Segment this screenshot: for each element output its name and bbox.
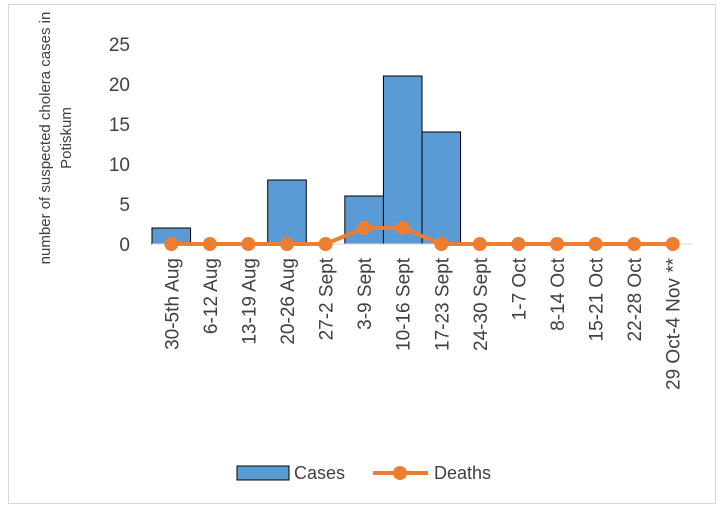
bar-cases-6 xyxy=(382,75,423,245)
y-tick-label: 20 xyxy=(109,75,130,96)
legend-deaths-marker xyxy=(393,466,407,480)
x-tick-label: 8-14 Oct xyxy=(548,257,569,331)
x-tick-label: 13-19 Aug xyxy=(239,258,260,345)
y-axis-label-line-2: Potiskum xyxy=(58,107,75,169)
deaths-line xyxy=(164,221,680,251)
y-tick-label: 5 xyxy=(119,195,130,216)
x-tick-label: 6-12 Aug xyxy=(201,258,222,334)
deaths-point-7 xyxy=(434,237,449,251)
legend-cases-label: Cases xyxy=(294,463,345,483)
deaths-point-6 xyxy=(395,221,410,235)
x-tick-label: 24-30 Sept xyxy=(471,257,492,351)
deaths-point-5 xyxy=(357,221,372,235)
deaths-point-8 xyxy=(472,237,487,251)
deaths-point-11 xyxy=(588,237,603,251)
y-axis-label: number of suspected cholera cases in Pot… xyxy=(37,12,75,265)
x-axis-ticks: 30-5th Aug 6-12 Aug 13-19 Aug 20-26 Aug 27-2… xyxy=(162,257,684,390)
deaths-point-12 xyxy=(627,237,642,251)
cases-bars xyxy=(151,75,462,245)
legend-cases-swatch xyxy=(236,465,290,481)
deaths-point-4 xyxy=(318,237,333,251)
x-tick-label: 17-23 Sept xyxy=(432,257,453,351)
deaths-point-2 xyxy=(241,237,256,251)
x-tick-label: 22-28 Oct xyxy=(625,257,646,341)
x-tick-label: 1-7 Oct xyxy=(509,257,530,320)
deaths-point-10 xyxy=(550,237,564,251)
deaths-point-1 xyxy=(202,237,217,251)
x-tick-label: 30-5th Aug xyxy=(162,258,183,350)
deaths-point-0 xyxy=(164,237,179,251)
y-tick-label: 25 xyxy=(109,35,130,56)
y-tick-label: 10 xyxy=(109,155,130,176)
x-tick-label: 3-9 Sept xyxy=(355,257,376,330)
bar-cases-3 xyxy=(267,179,307,245)
legend: Cases Deaths xyxy=(236,463,491,483)
legend-deaths-label: Deaths xyxy=(434,463,491,483)
deaths-point-3 xyxy=(280,237,294,251)
y-axis-label-line-1: number of suspected cholera cases in xyxy=(37,12,54,265)
x-tick-label: 27-2 Sept xyxy=(317,257,338,340)
y-tick-label: 15 xyxy=(109,115,130,136)
bar-cases-7 xyxy=(421,131,462,245)
x-tick-label: 15-21 Oct xyxy=(587,257,608,341)
deaths-point-13 xyxy=(665,237,680,251)
y-axis-ticks: 0 5 10 15 20 25 xyxy=(109,35,130,256)
chart-frame xyxy=(8,4,716,504)
y-tick-label: 0 xyxy=(119,235,130,256)
bar-cases-5 xyxy=(344,195,384,245)
x-tick-label: 20-26 Aug xyxy=(278,258,299,345)
x-tick-label: 29 Oct-4 Nov ** xyxy=(664,257,685,390)
x-tick-label: 10-16 Sept xyxy=(394,257,415,351)
deaths-point-9 xyxy=(511,237,526,251)
